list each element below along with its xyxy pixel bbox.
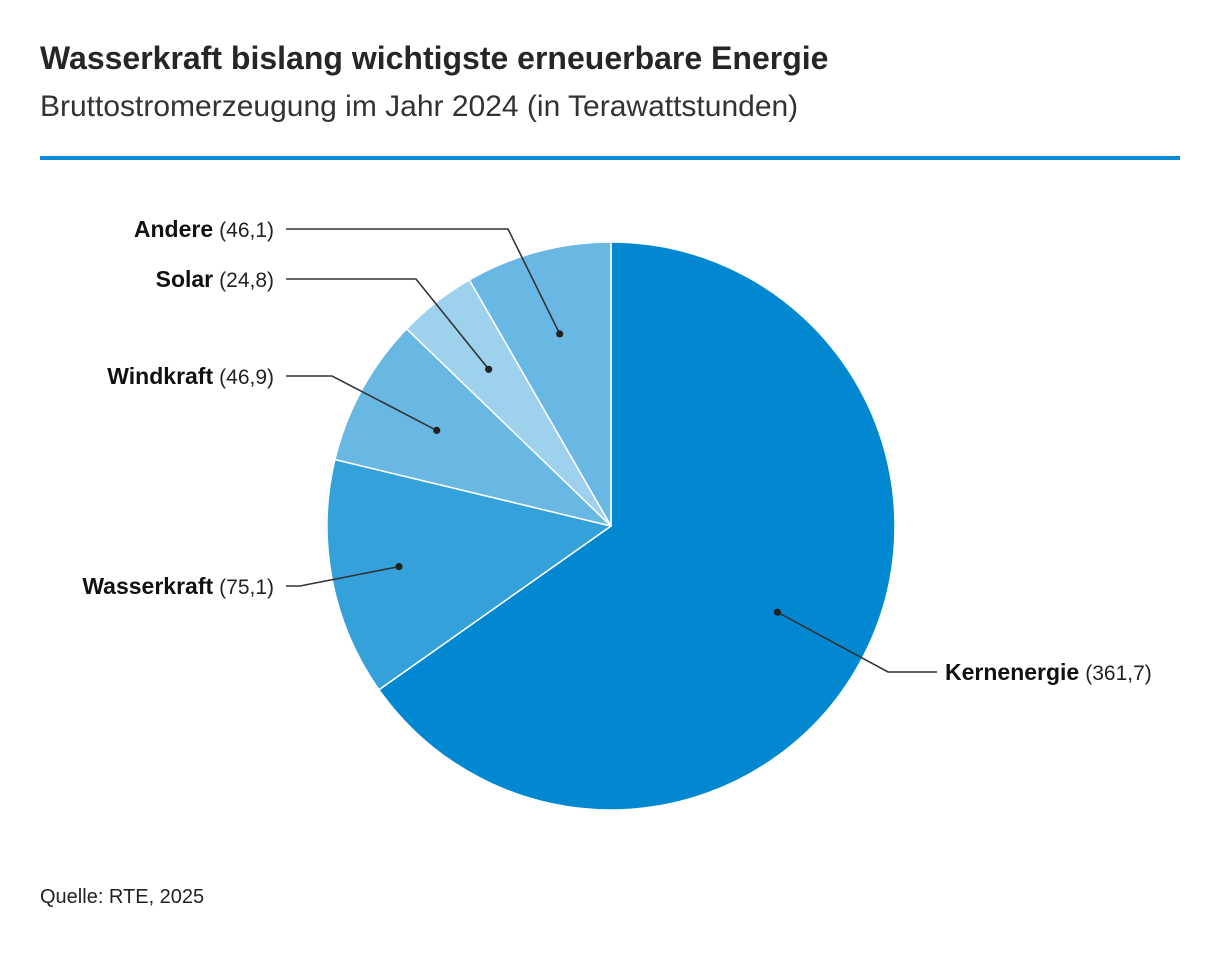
leader-dot-kernenergie (773, 608, 782, 616)
leader-line-wasserkraft (286, 565, 400, 587)
title-divider (40, 156, 1180, 160)
leader-dot-wasserkraft (395, 563, 403, 571)
slice-label-name: Wasserkraft (82, 573, 213, 599)
pie-slice-windkraft (334, 328, 612, 527)
leader-dot-windkraft (433, 426, 441, 434)
leader-line-solar (286, 278, 490, 370)
slice-label-value: (75,1) (219, 576, 274, 599)
slice-label-andere: Andere (46,1) (134, 216, 274, 242)
slice-label-value: (24,8) (219, 269, 274, 292)
chart-title: Wasserkraft bislang wichtigste erneuerba… (40, 40, 829, 76)
pie-slice-kernenergie (378, 241, 896, 811)
source-note: Quelle: RTE, 2025 (40, 886, 205, 908)
leader-line-kernenergie (777, 611, 937, 673)
slice-label-name: Kernenergie (945, 659, 1079, 685)
leader-line-andere (286, 228, 561, 335)
slice-label-value: (361,7) (1085, 662, 1152, 685)
leader-line-windkraft (286, 375, 438, 432)
slice-label-wasserkraft: Wasserkraft (75,1) (82, 573, 274, 599)
pie-slice-andere (468, 241, 612, 527)
slice-label-name: Andere (134, 216, 213, 242)
pie-labels: Kernenergie (361,7) Wasserkraft (75,1) Windk… (82, 216, 1151, 685)
slice-label-name: Solar (156, 266, 214, 292)
leader-dot-andere (556, 330, 564, 338)
slice-label-solar: Solar (24,8) (156, 266, 274, 292)
pie-slices (326, 241, 896, 811)
chart-subtitle: Bruttostromerzeugung im Jahr 2024 (in Te… (40, 90, 799, 123)
slice-label-value: (46,1) (219, 219, 274, 242)
slice-label-kernenergie: Kernenergie (361,7) (945, 659, 1152, 685)
slice-label-value: (46,9) (219, 366, 274, 389)
slice-label-name: Windkraft (107, 363, 213, 389)
slice-label-windkraft: Windkraft (46,9) (107, 363, 274, 389)
leader-dot-solar (485, 365, 493, 373)
